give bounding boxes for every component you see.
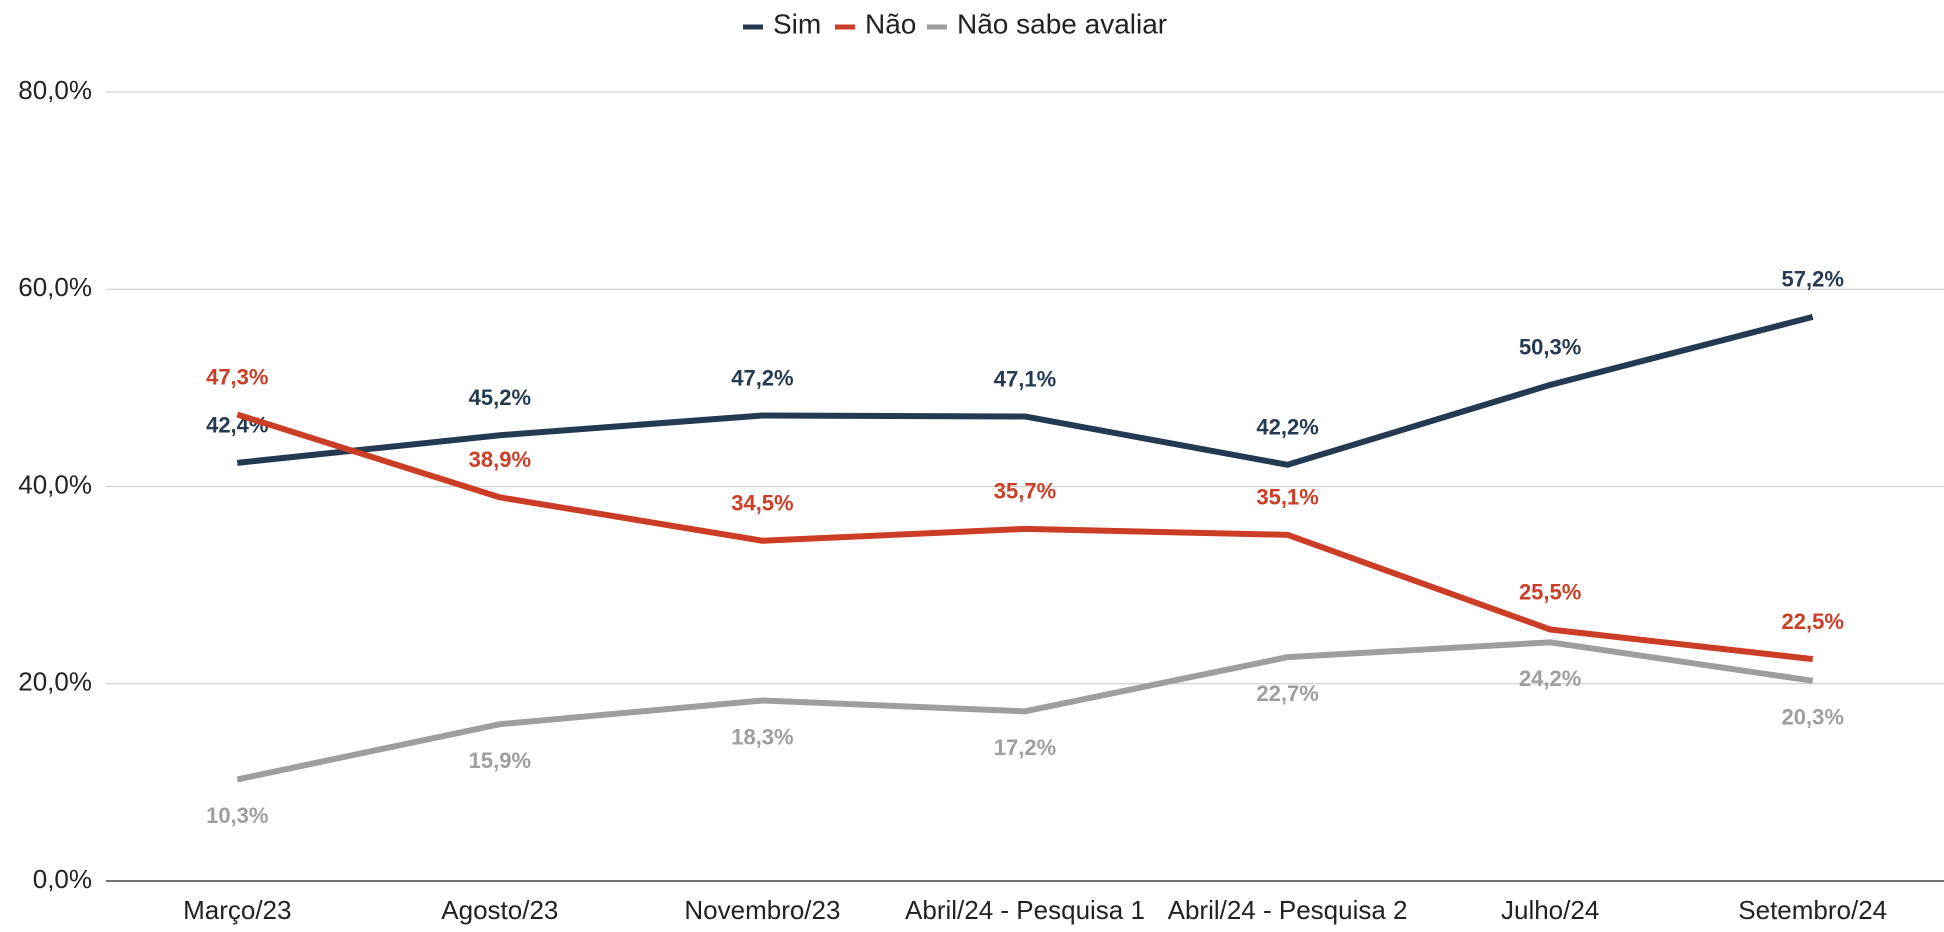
line-series [236, 313, 1814, 468]
data-label: 20,3% [1782, 705, 1844, 730]
data-label: 47,3% [206, 364, 268, 389]
data-label: 50,3% [1519, 335, 1581, 360]
data-label: 45,2% [469, 385, 531, 410]
data-label: 22,5% [1782, 609, 1844, 634]
data-label: 38,9% [469, 447, 531, 472]
data-label: 10,3% [206, 803, 268, 828]
y-tick-label: 0,0% [33, 864, 92, 894]
data-label: 34,5% [731, 491, 793, 516]
data-label: 57,2% [1782, 267, 1844, 292]
x-tick-label: Agosto/23 [441, 895, 558, 925]
data-label: 47,2% [731, 365, 793, 390]
data-label: 35,1% [1256, 485, 1318, 510]
legend-label: Não sabe avaliar [957, 8, 1167, 39]
x-tick-label: Setembro/24 [1738, 895, 1887, 925]
data-label: 18,3% [731, 724, 793, 749]
line-series [236, 639, 1814, 783]
x-tick-label: Abril/24 - Pesquisa 2 [1168, 895, 1408, 925]
data-label: 24,2% [1519, 666, 1581, 691]
x-tick-label: Março/23 [183, 895, 291, 925]
y-tick-label: 40,0% [18, 469, 92, 499]
legend-label: Sim [773, 8, 821, 39]
data-label: 47,1% [994, 366, 1056, 391]
y-tick-label: 60,0% [18, 272, 92, 302]
legend-label: Não [865, 8, 916, 39]
data-label: 35,7% [994, 479, 1056, 504]
data-label: 15,9% [469, 748, 531, 773]
x-tick-label: Abril/24 - Pesquisa 1 [905, 895, 1145, 925]
line-series [236, 411, 1814, 663]
data-label: 17,2% [994, 735, 1056, 760]
data-label: 42,2% [1256, 415, 1318, 440]
data-label: 22,7% [1256, 681, 1318, 706]
x-tick-label: Novembro/23 [684, 895, 840, 925]
y-tick-label: 80,0% [18, 75, 92, 105]
data-label: 25,5% [1519, 579, 1581, 604]
x-tick-label: Julho/24 [1501, 895, 1599, 925]
y-tick-label: 20,0% [18, 667, 92, 697]
